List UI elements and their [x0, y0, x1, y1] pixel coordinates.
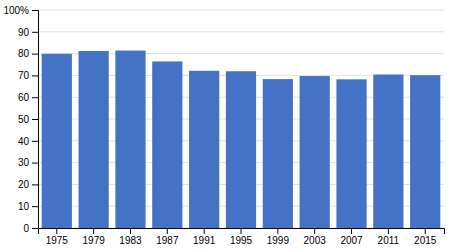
x-tick-mark: [167, 228, 168, 234]
x-tick-label: 2011: [378, 235, 400, 246]
x-tick-label: 1995: [230, 235, 253, 246]
grid: [38, 10, 444, 228]
x-tick-mark: [351, 228, 352, 234]
y-tick-mark: [32, 32, 38, 33]
bar: [226, 71, 256, 228]
y-tick-mark: [32, 75, 38, 76]
y-tick-mark: [32, 119, 38, 120]
plot: 0102030405060708090100%19751979198319871…: [3, 5, 444, 246]
bar: [42, 54, 72, 228]
y-tick-label: 20: [18, 179, 30, 190]
bars: [42, 51, 441, 228]
x-tick: 2007: [340, 228, 363, 246]
y-tick-mark: [32, 141, 38, 142]
x-tick: 1991: [193, 228, 216, 246]
y-tick-mark: [32, 54, 38, 55]
chart-svg: 0102030405060708090100%19751979198319871…: [0, 0, 454, 252]
y-tick-mark: [32, 228, 38, 229]
x-tick-label: 2007: [340, 235, 363, 246]
y-tick-mark: [32, 163, 38, 164]
bar: [410, 75, 440, 228]
y-tick: 40: [18, 136, 38, 147]
chart-container: 0102030405060708090100%19751979198319871…: [0, 0, 454, 252]
y-tick-label: 100%: [3, 5, 29, 16]
x-tick-label: 1987: [156, 235, 179, 246]
y-tick: 70: [18, 70, 38, 81]
y-tick: 30: [18, 157, 38, 168]
y-tick-mark: [32, 184, 38, 185]
x-tick-label: 2015: [414, 235, 437, 246]
x-tick-label: 1979: [83, 235, 106, 246]
x-tick-label: 1983: [119, 235, 142, 246]
x-tick-mark: [425, 228, 426, 234]
x-tick: 1979: [83, 228, 106, 246]
grid-line: [38, 10, 444, 11]
bar: [189, 71, 219, 228]
y-tick: 0: [23, 223, 38, 234]
x-tick-mark: [277, 228, 278, 234]
y-tick: 100%: [3, 5, 38, 16]
x-tick-mark: [130, 228, 131, 234]
y-tick: 90: [18, 27, 38, 38]
x-tick-label: 2003: [304, 235, 327, 246]
x-axis-line: [39, 229, 445, 235]
y-tick-label: 40: [18, 136, 30, 147]
x-tick-mark: [204, 228, 205, 234]
y-tick: 50: [18, 114, 38, 125]
y-tick: 20: [18, 179, 38, 190]
x-tick-mark: [241, 228, 242, 234]
x-tick: 1999: [267, 228, 290, 246]
y-tick-label: 70: [18, 70, 30, 81]
x-tick-mark: [388, 228, 389, 234]
y-tick-label: 50: [18, 114, 30, 125]
x-tick: 1987: [156, 228, 179, 246]
y-tick-mark: [32, 206, 38, 207]
x-tick-mark: [93, 228, 94, 234]
bar: [263, 79, 293, 228]
y-tick-mark: [32, 97, 38, 98]
y-tick-label: 60: [18, 92, 30, 103]
x-tick-mark: [56, 228, 57, 234]
y-tick-label: 10: [18, 201, 30, 212]
bar: [79, 51, 109, 228]
bar: [336, 79, 366, 228]
x-tick: 1983: [119, 228, 142, 246]
y-axis-line: [32, 11, 39, 229]
y-tick: 10: [18, 201, 38, 212]
bar: [115, 51, 145, 228]
bar: [373, 75, 403, 228]
x-tick: 2003: [304, 228, 327, 246]
y-tick-label: 90: [18, 27, 30, 38]
x-tick: 2011: [378, 228, 400, 246]
x-tick: 1975: [46, 228, 69, 246]
x-tick-mark: [314, 228, 315, 234]
x-tick: 1995: [230, 228, 253, 246]
y-axis: 0 10 20 30 40 50 60 70 80 90 100%: [3, 5, 38, 234]
x-axis: 1975 1979 1983 1987 1991 1995 1999 2003 2007 2011…: [39, 228, 445, 246]
y-tick-mark: [32, 10, 38, 11]
bar: [152, 61, 182, 228]
y-tick-label: 30: [18, 157, 30, 168]
bar: [300, 76, 330, 228]
y-tick-label: 0: [23, 223, 29, 234]
x-tick-label: 1975: [46, 235, 69, 246]
y-tick-label: 80: [18, 48, 30, 59]
x-tick-label: 1999: [267, 235, 290, 246]
y-tick: 80: [18, 48, 38, 59]
grid-line: [38, 31, 444, 32]
x-tick: 2015: [414, 228, 437, 246]
x-tick-label: 1991: [193, 235, 216, 246]
y-tick: 60: [18, 92, 38, 103]
